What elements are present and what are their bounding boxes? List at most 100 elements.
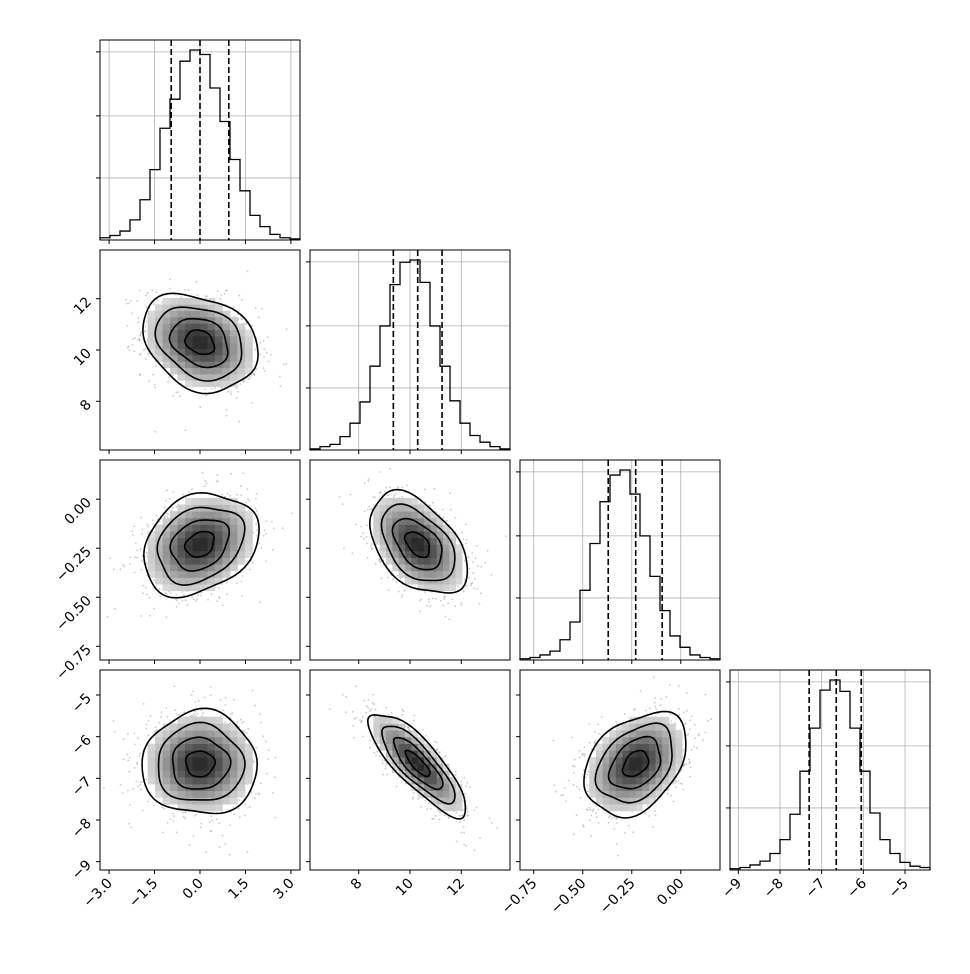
scatter-point (255, 510, 258, 512)
scatter-point (194, 715, 197, 717)
density-cell (595, 743, 603, 751)
scatter-point (146, 320, 148, 323)
scatter-point (239, 383, 242, 385)
density-cell (185, 335, 193, 343)
scatter-point (677, 707, 680, 710)
density-cell (398, 763, 406, 771)
density-cell (229, 757, 238, 765)
density-cell (192, 323, 201, 331)
scatter-point (160, 711, 163, 714)
scatter-point (367, 508, 369, 511)
scatter-point (374, 496, 376, 499)
scatter-point (251, 561, 254, 564)
density-cell (200, 323, 208, 331)
scatter-point (242, 472, 245, 475)
scatter-point (140, 788, 143, 791)
scatter-point (141, 780, 143, 783)
scatter-point (704, 693, 707, 696)
density-cell (229, 550, 238, 558)
scatter-panel-0-1 (99, 249, 301, 451)
scatter-point (463, 843, 466, 846)
scatter-point (463, 578, 466, 581)
density-cell (675, 743, 683, 751)
density-cell (417, 537, 425, 545)
density-cell (185, 537, 193, 545)
density-cell (170, 297, 178, 305)
density-cell (229, 564, 238, 572)
scatter-point (183, 594, 185, 597)
density-cell (405, 517, 412, 525)
density-cell (405, 511, 412, 519)
density-cell (192, 380, 201, 388)
density-cell (405, 750, 412, 758)
density-cell (379, 524, 387, 532)
density-cell (147, 757, 156, 765)
density-cell (192, 577, 201, 585)
density-cell (207, 584, 216, 592)
scatter-point (465, 808, 468, 810)
scatter-point (584, 753, 586, 755)
scatter-point (471, 582, 474, 584)
density-cell (595, 797, 603, 805)
scatter-point (672, 800, 675, 803)
scatter-point (263, 348, 266, 350)
scatter-point (148, 596, 151, 599)
density-cell (162, 531, 171, 539)
scatter-point (196, 712, 199, 715)
scatter-point (328, 708, 331, 710)
scatter-point (175, 506, 178, 508)
scatter-point (374, 708, 377, 711)
density-cell (430, 797, 438, 805)
scatter-point (389, 467, 391, 470)
scatter-point (403, 589, 406, 592)
scatter-point (233, 698, 235, 701)
scatter-point (272, 548, 274, 551)
scatter-point (272, 792, 274, 794)
density-cell (177, 517, 186, 525)
density-cell (214, 373, 223, 381)
scatter-point (127, 759, 130, 762)
density-cell (405, 544, 412, 552)
scatter-point (262, 535, 265, 537)
density-cell (244, 550, 253, 558)
scatter-point (688, 728, 691, 731)
density-cell (237, 367, 246, 375)
density-cell (609, 743, 617, 751)
scatter-point (152, 804, 155, 807)
scatter-point (112, 720, 115, 722)
density-cell (222, 783, 231, 792)
scatter-point (418, 599, 421, 602)
scatter-point (370, 545, 372, 547)
density-cell (185, 316, 193, 324)
density-cell (207, 804, 216, 812)
density-cell (185, 524, 193, 532)
density-cell (192, 730, 201, 738)
density-cell (430, 770, 438, 778)
scatter-point (465, 542, 468, 545)
axes-frame (519, 669, 721, 871)
scatter-point (647, 804, 649, 807)
scatter-point (223, 293, 226, 295)
scatter-point (412, 796, 414, 799)
scatter-point (585, 808, 588, 811)
density-cell (417, 763, 425, 771)
scatter-point (224, 704, 227, 706)
scatter-point (468, 567, 471, 570)
scatter-point (632, 831, 635, 834)
scatter-point (249, 376, 251, 379)
y-tick-label: −6 (69, 732, 95, 758)
scatter-point (144, 347, 147, 350)
scatter-point (248, 500, 251, 502)
scatter-point (454, 517, 457, 519)
density-cell (629, 743, 637, 751)
density-cell (222, 544, 231, 552)
density-cell (398, 557, 406, 565)
scatter-point (675, 786, 677, 788)
density-cell (177, 736, 186, 744)
density-cell (622, 770, 630, 778)
scatter-point (387, 714, 390, 716)
scatter-point (639, 690, 642, 692)
scatter-point (488, 817, 491, 819)
scatter-point (686, 734, 688, 736)
density-cell (155, 304, 163, 312)
